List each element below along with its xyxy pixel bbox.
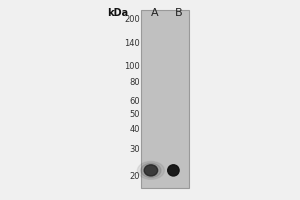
Text: 80: 80 <box>129 78 140 87</box>
Text: 40: 40 <box>130 125 140 134</box>
Ellipse shape <box>137 161 164 179</box>
Text: A: A <box>151 8 159 18</box>
Bar <box>141 10 189 188</box>
Text: 100: 100 <box>124 62 140 71</box>
Text: 20: 20 <box>130 172 140 181</box>
Ellipse shape <box>144 165 158 176</box>
Ellipse shape <box>141 163 161 178</box>
Text: 200: 200 <box>124 15 140 24</box>
Text: 60: 60 <box>129 97 140 106</box>
Text: 50: 50 <box>130 110 140 119</box>
Text: 140: 140 <box>124 39 140 48</box>
Text: B: B <box>175 8 182 18</box>
Ellipse shape <box>168 165 179 176</box>
Text: kDa: kDa <box>107 8 128 18</box>
Text: 30: 30 <box>129 145 140 154</box>
